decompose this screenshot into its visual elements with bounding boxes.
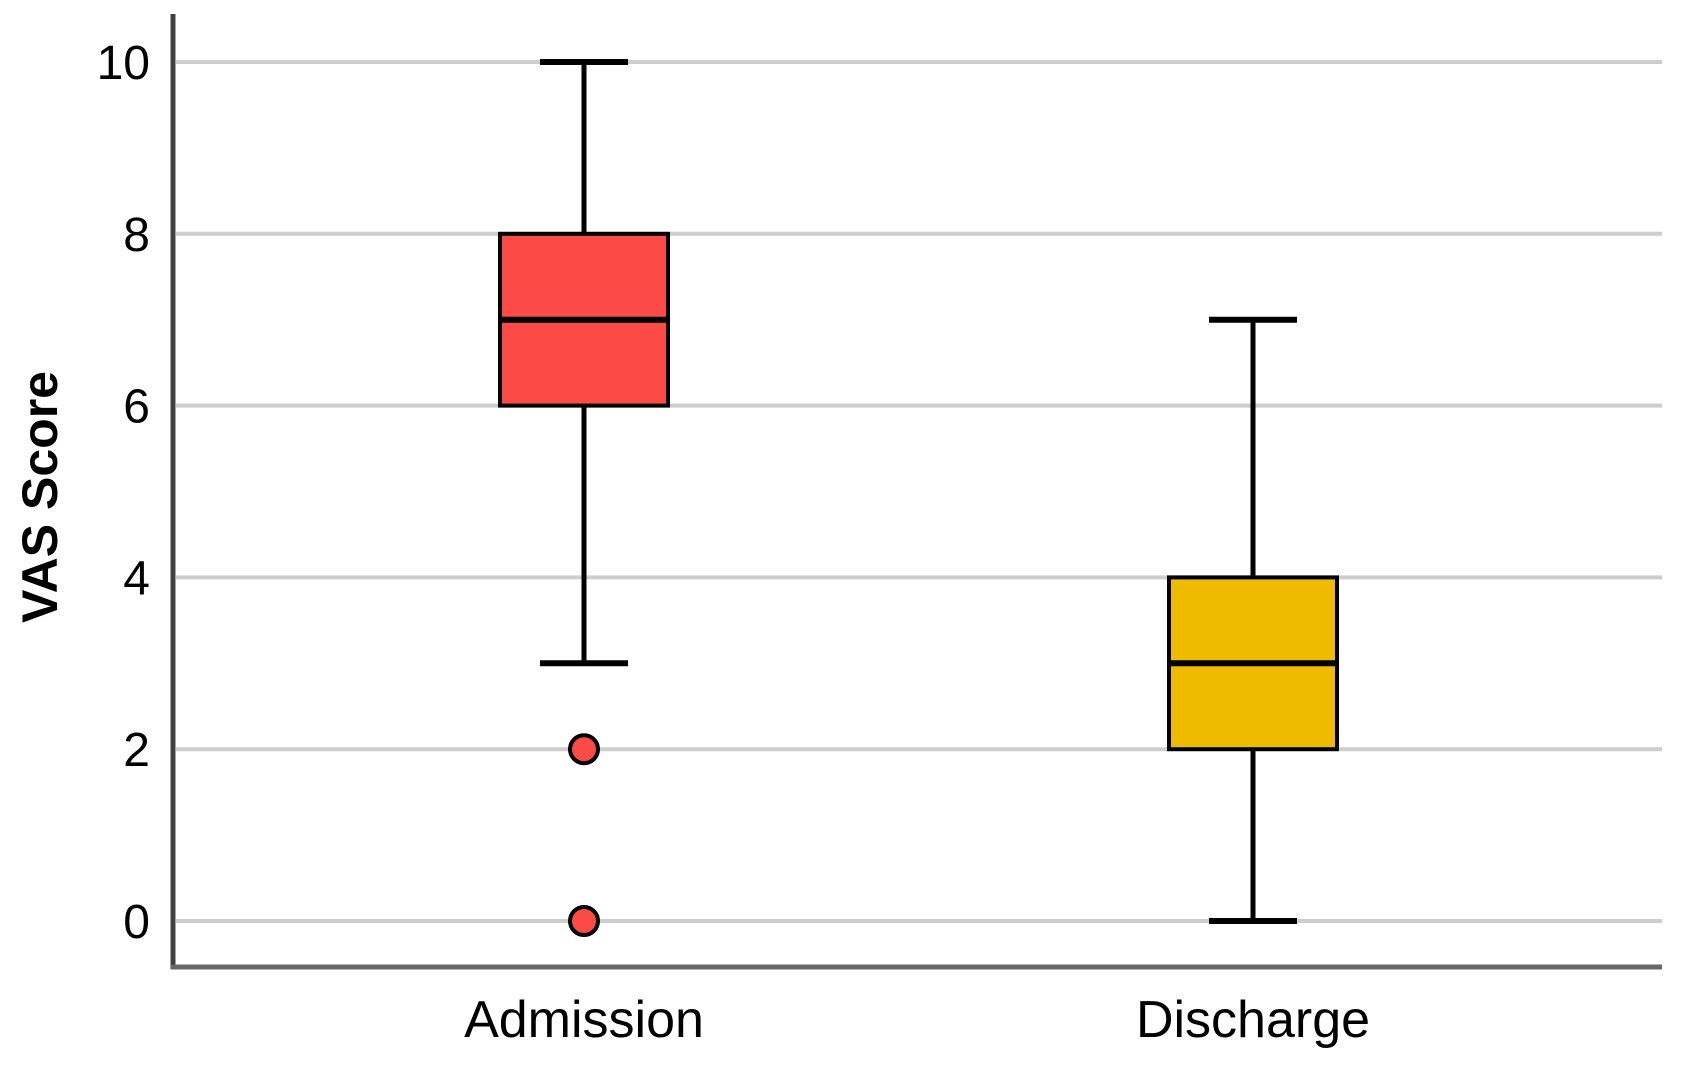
ytick-label-6: 6	[123, 381, 150, 434]
ytick-label-4: 4	[123, 552, 150, 605]
y-axis-title: VAS Score	[12, 371, 68, 623]
outlier-admission-2	[568, 733, 600, 766]
gridlines-group	[176, 60, 1662, 923]
ytick-label-2: 2	[123, 724, 150, 777]
outlier-admission-0	[568, 905, 600, 937]
ytick-label-0: 0	[123, 896, 150, 949]
ytick-label-10: 10	[97, 37, 150, 90]
ytick-label-8: 8	[123, 209, 150, 262]
boxplot-admission	[498, 59, 670, 937]
category-label-admission: Admission	[464, 991, 704, 1049]
axes-group	[170, 14, 1662, 970]
category-label-discharge: Discharge	[1136, 991, 1370, 1049]
boxplot-discharge	[1167, 316, 1339, 924]
labels-group: 0 2 4 6 8 10 Admission Discharge VAS Score	[12, 37, 1370, 1049]
boxes-group	[498, 59, 1339, 937]
